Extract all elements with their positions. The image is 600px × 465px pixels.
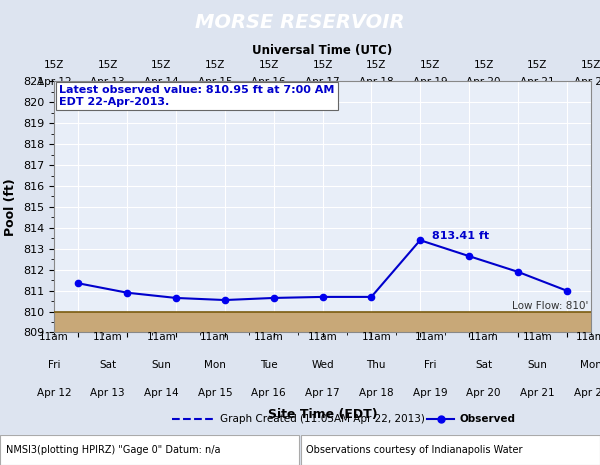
Text: 15Z: 15Z: [44, 60, 64, 70]
Text: Apr 18: Apr 18: [359, 77, 394, 87]
Text: 15Z: 15Z: [473, 60, 494, 70]
Text: Apr 19: Apr 19: [413, 388, 447, 399]
Text: 15Z: 15Z: [420, 60, 440, 70]
Text: Universal Time (UTC): Universal Time (UTC): [253, 44, 392, 57]
Text: 11am: 11am: [146, 332, 176, 343]
Text: Apr 19: Apr 19: [413, 77, 447, 87]
Text: Fri: Fri: [424, 360, 436, 371]
Text: 11am: 11am: [200, 332, 230, 343]
Y-axis label: Pool (ft): Pool (ft): [4, 178, 17, 236]
Text: Mon: Mon: [580, 360, 600, 371]
Text: 11am: 11am: [576, 332, 600, 343]
Text: Apr 16: Apr 16: [251, 77, 286, 87]
Text: Sun: Sun: [151, 360, 172, 371]
Text: Apr 13: Apr 13: [91, 388, 125, 399]
Text: 11am: 11am: [93, 332, 122, 343]
Text: Sun: Sun: [527, 360, 547, 371]
Text: Latest observed value: 810.95 ft at 7:00 AM
EDT 22-Apr-2013.: Latest observed value: 810.95 ft at 7:00…: [59, 85, 335, 107]
Text: 15Z: 15Z: [366, 60, 386, 70]
Text: Wed: Wed: [311, 360, 334, 371]
Text: 11am: 11am: [39, 332, 69, 343]
Text: Site Time (EDT): Site Time (EDT): [268, 408, 377, 421]
Text: Apr 17: Apr 17: [305, 77, 340, 87]
Text: 15Z: 15Z: [98, 60, 118, 70]
Text: 11am: 11am: [361, 332, 391, 343]
FancyBboxPatch shape: [0, 435, 299, 465]
Text: Apr 15: Apr 15: [198, 388, 232, 399]
Text: Tue: Tue: [260, 360, 278, 371]
Text: MORSE RESERVOIR: MORSE RESERVOIR: [195, 13, 405, 32]
Bar: [54, 312, 591, 332]
Text: Apr 12: Apr 12: [37, 77, 71, 87]
Text: Sat: Sat: [475, 360, 492, 371]
Text: Apr 13: Apr 13: [91, 77, 125, 87]
Text: Apr 18: Apr 18: [359, 388, 394, 399]
Text: 15Z: 15Z: [581, 60, 600, 70]
Text: Apr 22: Apr 22: [574, 77, 600, 87]
Text: Apr 12: Apr 12: [37, 388, 71, 399]
Text: 15Z: 15Z: [205, 60, 225, 70]
Text: Apr 16: Apr 16: [251, 388, 286, 399]
Text: 15Z: 15Z: [527, 60, 547, 70]
Text: 15Z: 15Z: [151, 60, 172, 70]
Text: 11am: 11am: [254, 332, 284, 343]
Text: NMSI3(plotting HPIRZ) "Gage 0" Datum: n/a: NMSI3(plotting HPIRZ) "Gage 0" Datum: n/…: [6, 445, 221, 455]
Text: Apr 14: Apr 14: [144, 388, 179, 399]
Text: Apr 21: Apr 21: [520, 388, 554, 399]
Text: 15Z: 15Z: [313, 60, 332, 70]
Text: Apr 14: Apr 14: [144, 77, 179, 87]
Text: Apr 22: Apr 22: [574, 388, 600, 399]
Text: 11am: 11am: [523, 332, 552, 343]
Text: 15Z: 15Z: [259, 60, 279, 70]
Text: 11am: 11am: [415, 332, 445, 343]
Text: Apr 20: Apr 20: [466, 77, 501, 87]
Text: Graph Created (11:05AM Apr 22, 2013): Graph Created (11:05AM Apr 22, 2013): [220, 413, 425, 424]
Text: Thu: Thu: [367, 360, 386, 371]
Text: Low Flow: 810': Low Flow: 810': [512, 300, 589, 311]
Text: 11am: 11am: [469, 332, 499, 343]
Text: Mon: Mon: [204, 360, 226, 371]
Text: Observations courtesy of Indianapolis Water: Observations courtesy of Indianapolis Wa…: [306, 445, 523, 455]
Text: Sat: Sat: [99, 360, 116, 371]
FancyBboxPatch shape: [301, 435, 600, 465]
Text: Apr 17: Apr 17: [305, 388, 340, 399]
Text: Observed: Observed: [460, 413, 515, 424]
Text: Apr 21: Apr 21: [520, 77, 554, 87]
Text: Apr 15: Apr 15: [198, 77, 232, 87]
Text: 11am: 11am: [308, 332, 337, 343]
Text: 813.41 ft: 813.41 ft: [433, 231, 490, 241]
Text: Fri: Fri: [48, 360, 60, 371]
Text: Apr 20: Apr 20: [466, 388, 501, 399]
